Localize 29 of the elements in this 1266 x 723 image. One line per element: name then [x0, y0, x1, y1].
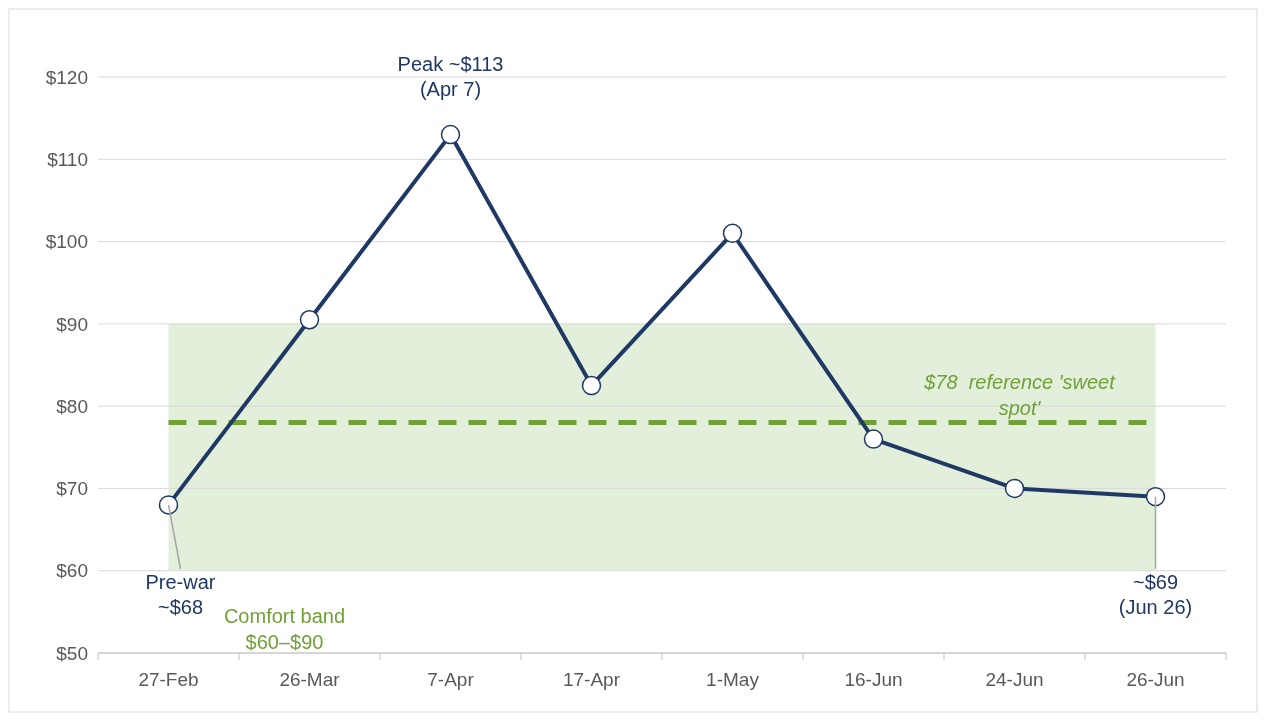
- y-tick-label: $100: [45, 231, 88, 253]
- y-tick-label: $50: [56, 642, 88, 664]
- x-tick-label: 17-Apr: [562, 669, 621, 690]
- x-tick-label: 27-Feb: [138, 669, 199, 690]
- y-tick-label: $110: [47, 148, 88, 170]
- y-tick-label: $80: [56, 395, 88, 417]
- y-tick-label: $90: [56, 313, 88, 335]
- point: [581, 375, 602, 396]
- point: [158, 495, 179, 515]
- point: [1145, 486, 1166, 507]
- band-label: Comfort band $60–$90: [223, 604, 346, 653]
- annotation: ~$69 (Jun 26): [1118, 571, 1193, 618]
- x-tick-label: 26-Jun: [1126, 669, 1185, 690]
- y-tick-label: $120: [45, 66, 88, 88]
- point: [722, 223, 743, 244]
- ref-line-label: $78 reference 'sweet spot': [923, 370, 1117, 419]
- x-tick-label: 7-Apr: [427, 669, 475, 690]
- point: [440, 124, 461, 145]
- y-tick-label: $70: [56, 478, 88, 500]
- x-tick-label: 26-Mar: [279, 669, 341, 690]
- point: [863, 429, 884, 449]
- x-tick-label: 24-Jun: [985, 669, 1044, 690]
- annotation: Pre-war ~$68: [145, 571, 216, 618]
- y-tick-label: $60: [56, 560, 88, 582]
- point: [299, 309, 320, 330]
- x-tick-label: 16-Jun: [844, 669, 903, 690]
- point: [1004, 478, 1025, 499]
- x-tick-label: 1-May: [706, 669, 760, 690]
- annotation: Peak ~$113 (Apr 7): [397, 52, 504, 100]
